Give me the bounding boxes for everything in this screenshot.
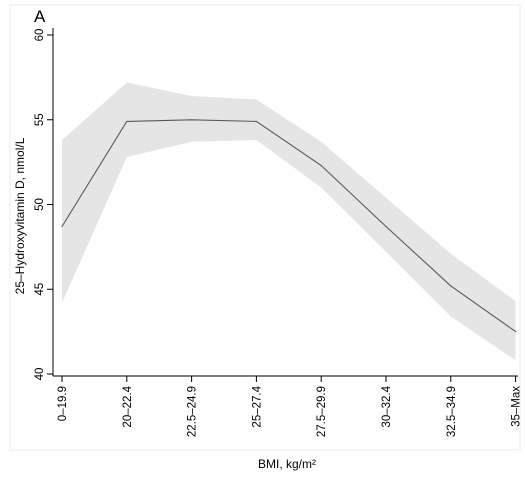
x-tick-label: 27.5–29.9 bbox=[316, 386, 328, 437]
data-point bbox=[126, 120, 128, 123]
y-tick-label: 60 bbox=[34, 29, 46, 42]
data-point bbox=[61, 225, 63, 228]
y-axis-label: 25–Hydroxyvitamin D, nmol/L bbox=[13, 137, 27, 294]
x-tick-label: 22.5–24.9 bbox=[187, 386, 199, 437]
x-axis-label: BMI, kg/m² bbox=[258, 457, 316, 471]
y-axis-ticks: 40 45 50 55 60 bbox=[34, 29, 53, 381]
x-tick-label: 32.5–34.9 bbox=[446, 386, 458, 437]
x-tick-label: 35–Max bbox=[511, 386, 523, 427]
data-point bbox=[385, 225, 387, 228]
data-point bbox=[255, 120, 257, 123]
x-tick-label: 0–19.9 bbox=[57, 386, 69, 421]
x-tick-label: 20–22.4 bbox=[122, 385, 134, 427]
y-tick-label: 55 bbox=[34, 113, 46, 126]
x-tick-label: 25–27.4 bbox=[251, 385, 263, 427]
x-tick-label: 30–32.4 bbox=[381, 385, 393, 427]
confidence-band bbox=[62, 82, 516, 361]
x-axis-ticks: 0–19.9 20–22.4 22.5–24.9 25–27.4 27.5–29.9 30… bbox=[57, 376, 523, 437]
data-point bbox=[191, 119, 193, 121]
y-tick-label: 40 bbox=[34, 368, 46, 381]
y-tick-label: 50 bbox=[34, 198, 46, 211]
data-point bbox=[450, 285, 452, 287]
data-point bbox=[515, 331, 517, 333]
data-point bbox=[320, 164, 322, 167]
y-tick-label: 45 bbox=[34, 283, 46, 296]
panel-label: A bbox=[34, 7, 46, 26]
data-points bbox=[61, 119, 517, 333]
series-line bbox=[61, 119, 516, 333]
